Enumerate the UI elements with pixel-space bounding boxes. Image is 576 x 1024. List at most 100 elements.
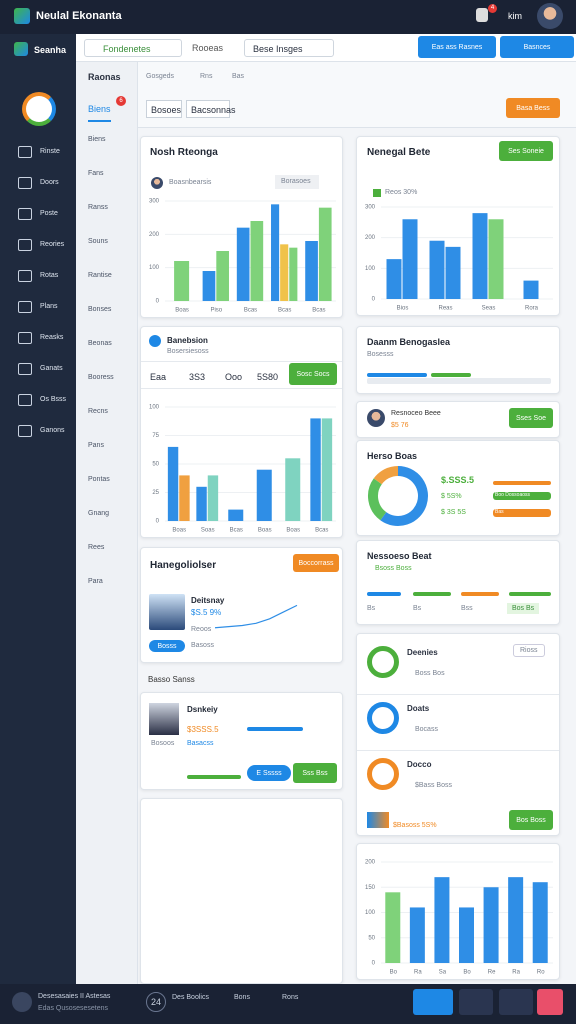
section-label: Basso Sanss [148, 675, 195, 684]
toolbar-button[interactable]: Eas ass Rasnes [418, 36, 496, 58]
bar [483, 887, 499, 963]
bar [321, 418, 333, 521]
toolbar-button[interactable]: Basnces [500, 36, 574, 58]
button[interactable]: Sses Soe [509, 408, 553, 428]
nav-item[interactable]: Plans [40, 303, 58, 310]
nav-icon[interactable] [18, 394, 32, 406]
card: Hanegoliolser Boccorrass Deitsnay $S.5 9… [140, 547, 343, 663]
sub-nav-item[interactable]: Beonas [88, 340, 112, 347]
photo [149, 703, 179, 735]
filter[interactable]: Bacsonnas [186, 100, 236, 118]
nav-item[interactable]: Poste [40, 210, 58, 217]
empty-card [140, 798, 343, 984]
photo [149, 594, 185, 630]
card: Nosh Rteonga Boasnbearsis Borasoes 0 100 2… [140, 136, 343, 318]
nav-item[interactable]: Ganons [40, 427, 65, 434]
x-tick-label: Sa [439, 970, 447, 976]
card-subtitle: Bsoss Boss [375, 565, 412, 572]
sub-nav-item[interactable]: Gnang [88, 510, 110, 517]
button[interactable]: Boccorrass [293, 554, 339, 572]
y-tick-label: 0 [372, 961, 376, 967]
tab[interactable]: Bas [232, 73, 245, 80]
nav-icon[interactable] [18, 177, 32, 189]
filter[interactable]: Bosoes [146, 100, 182, 118]
nav-icon[interactable] [18, 332, 32, 344]
sub-nav-item[interactable]: Biens [88, 136, 106, 143]
sub-nav-item[interactable]: Ranss [88, 204, 108, 211]
bottom-item[interactable]: Bons [234, 994, 250, 1001]
sub-nav-item[interactable]: Souns [88, 238, 108, 245]
search-box[interactable]: Fondenetes [84, 39, 182, 57]
button[interactable]: E Sssss [247, 765, 291, 781]
nav-icon[interactable] [18, 208, 32, 220]
card-subtitle: Boasnbearsis [169, 179, 212, 186]
bar [179, 475, 190, 521]
menu[interactable]: Rooeas [192, 43, 224, 53]
button[interactable]: Bos Boss [509, 810, 553, 830]
chip[interactable]: Rioss [513, 644, 545, 657]
button[interactable]: Sss Bss [293, 763, 337, 783]
x-tick-label: Ra [414, 970, 422, 976]
sub-nav-item[interactable]: Pans [88, 442, 104, 449]
y-tick-label: 200 [365, 860, 376, 866]
chip: Bas [493, 509, 551, 517]
nav-item[interactable]: Ganats [40, 365, 63, 372]
icon [149, 335, 161, 347]
nav-icon[interactable] [18, 301, 32, 313]
tag[interactable]: Bosss [149, 640, 185, 652]
tab[interactable]: Raonas [88, 72, 121, 82]
nav-icon[interactable] [18, 146, 32, 158]
tab-badge: 6 [116, 96, 126, 106]
nav-icon[interactable] [18, 363, 32, 375]
action-button[interactable] [459, 989, 493, 1015]
sub-nav-item[interactable]: Booress [88, 374, 114, 381]
nav-icon[interactable] [18, 239, 32, 251]
bottom-item[interactable]: Des Boolics [172, 994, 209, 1001]
sub-nav-item[interactable]: Rees [88, 544, 105, 551]
y-tick-label: 300 [365, 205, 376, 211]
tab[interactable]: Rns [200, 73, 213, 80]
action-button[interactable] [413, 989, 453, 1015]
card: Herso Boas $.SSS.5 $ 5S% $ 3S 5S Boo Dos… [356, 440, 560, 536]
action-button[interactable] [499, 989, 533, 1015]
chip[interactable]: Borasoes [275, 175, 319, 189]
notification[interactable] [476, 8, 488, 22]
action-button[interactable]: Basa Bess [506, 98, 560, 118]
x-tick-label: Boas [172, 528, 186, 534]
legend-swatch [373, 189, 381, 197]
tab[interactable]: Gosgeds [146, 73, 175, 80]
card-title: Nosh Rteonga [150, 147, 218, 158]
nav-item[interactable]: Os Bsss [40, 396, 67, 403]
counter: 24 [146, 992, 166, 1012]
nav-item[interactable]: Reasks [40, 334, 64, 341]
bar [202, 271, 216, 301]
button[interactable]: Ses Soneie [499, 141, 553, 161]
sub-nav-item[interactable]: Recns [88, 408, 108, 415]
line [214, 604, 298, 629]
search-box-2[interactable]: Bese Insges [244, 39, 334, 57]
nav-icon[interactable] [18, 270, 32, 282]
sub-nav-item[interactable]: Bonses [88, 306, 112, 313]
active-tab[interactable]: Biens [88, 104, 111, 122]
sub-nav-item[interactable]: Fans [88, 170, 104, 177]
nav-item[interactable]: Rotas [40, 272, 59, 279]
sub-nav-item[interactable]: Para [88, 578, 103, 585]
nav-icon[interactable] [18, 425, 32, 437]
bottom-item[interactable]: Rons [282, 994, 299, 1001]
nav-item[interactable]: Doors [40, 179, 59, 186]
logo[interactable] [14, 8, 30, 24]
bar [289, 247, 298, 301]
close-button[interactable] [537, 989, 563, 1015]
user-avatar[interactable] [537, 3, 563, 29]
x-tick-label: Bios [397, 306, 409, 312]
user-name[interactable]: kim [508, 11, 522, 21]
card: Nessoeso Beat Bsoss Boss Bs Bs Bss Bos B… [356, 540, 560, 625]
nav-item[interactable]: Reories [40, 241, 65, 248]
link[interactable]: Basacss [187, 740, 214, 747]
sub-nav-item[interactable]: Rantise [88, 272, 112, 279]
sub-nav-item[interactable]: Pontas [88, 476, 110, 483]
button[interactable]: Sosc Socs [289, 363, 337, 385]
item-icon [367, 702, 399, 734]
nav-item[interactable]: Rinste [40, 148, 60, 155]
chip[interactable]: Bos Bs [507, 603, 540, 614]
